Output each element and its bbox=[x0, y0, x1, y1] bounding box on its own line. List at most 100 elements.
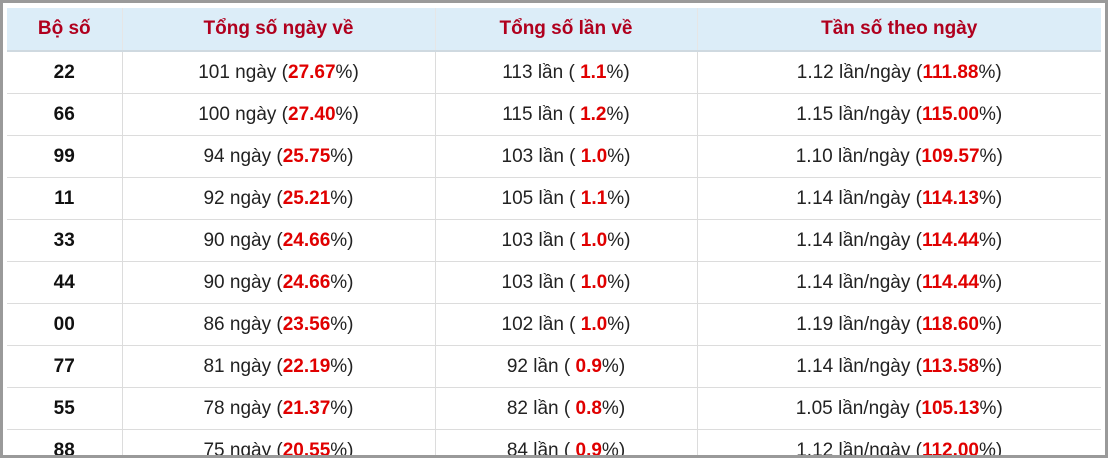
cell-text: 92 lần ( bbox=[506, 355, 576, 377]
highlight-value: 105.13 bbox=[921, 397, 980, 419]
stat-cell: 1.14 lần/ngày (114.13%) bbox=[697, 177, 1101, 220]
stat-cell: 1.14 lần/ngày (114.44%) bbox=[697, 219, 1101, 262]
highlight-value: 0.9 bbox=[575, 439, 602, 458]
stat-cell: 1.10 lần/ngày (109.57%) bbox=[697, 135, 1101, 178]
cell-text: 86 ngày ( bbox=[203, 313, 283, 335]
cell-text: 1.19 lần/ngày ( bbox=[796, 313, 922, 335]
highlight-value: 20.55 bbox=[282, 439, 331, 458]
stat-cell: 103 lần ( 1.0%) bbox=[435, 261, 698, 304]
stat-cell: 1.12 lần/ngày (112.00%) bbox=[697, 429, 1101, 458]
cell-text: %) bbox=[335, 61, 359, 83]
key-cell: 66 bbox=[7, 93, 123, 136]
stats-table: Bộ số Tổng số ngày về Tổng số lần về Tần số… bbox=[7, 8, 1101, 458]
highlight-value: 24.66 bbox=[282, 229, 331, 251]
cell-text: 82 lần ( bbox=[506, 397, 576, 419]
cell-text: %) bbox=[979, 313, 1003, 335]
stat-cell: 1.12 lần/ngày (111.88%) bbox=[697, 51, 1101, 94]
cell-text: 1.10 lần/ngày ( bbox=[795, 145, 922, 167]
cell-text: %) bbox=[979, 397, 1003, 419]
cell-text: 113 lần ( bbox=[502, 61, 581, 83]
stat-cell: 1.15 lần/ngày (115.00%) bbox=[697, 93, 1101, 136]
cell-text: 1.14 lần/ngày ( bbox=[796, 271, 922, 293]
cell-text: 1.05 lần/ngày ( bbox=[795, 397, 922, 419]
cell-text: %) bbox=[335, 103, 359, 125]
stat-cell: 103 lần ( 1.0%) bbox=[435, 219, 698, 262]
table-row: 88 75 ngày (20.55%) 84 lần ( 0.9%) 1.12 lần… bbox=[7, 429, 1101, 458]
stat-cell: 115 lần ( 1.2%) bbox=[435, 93, 698, 136]
cell-text: 94 ngày ( bbox=[203, 145, 283, 167]
cell-text: 92 ngày ( bbox=[203, 187, 283, 209]
stat-cell: 75 ngày (20.55%) bbox=[122, 429, 436, 458]
key-cell: 55 bbox=[7, 387, 123, 430]
cell-text: %) bbox=[979, 355, 1003, 377]
cell-text: %) bbox=[606, 61, 630, 83]
table-row: 00 86 ngày (23.56%) 102 lần ( 1.0%) 1.19 lầ… bbox=[7, 303, 1101, 346]
cell-text: 105 lần ( bbox=[501, 187, 581, 209]
header-cell: Bộ số bbox=[7, 8, 123, 52]
stat-cell: 101 ngày (27.67%) bbox=[122, 51, 436, 94]
table-row: 99 94 ngày (25.75%) 103 lần ( 1.0%) 1.10 lầ… bbox=[7, 135, 1101, 178]
key-cell: 00 bbox=[7, 303, 123, 346]
table-row: 22 101 ngày (27.67%) 113 lần ( 1.1%) 1.12 l… bbox=[7, 51, 1101, 94]
cell-text: 78 ngày ( bbox=[203, 397, 283, 419]
highlight-value: 1.0 bbox=[580, 313, 608, 335]
highlight-value: 111.88 bbox=[922, 61, 979, 83]
cell-text: 1.15 lần/ngày ( bbox=[796, 103, 922, 125]
cell-text: %) bbox=[607, 187, 631, 209]
cell-text: %) bbox=[330, 271, 354, 293]
cell-text: %) bbox=[979, 103, 1003, 125]
cell-text: %) bbox=[330, 397, 354, 419]
stat-cell: 100 ngày (27.40%) bbox=[122, 93, 436, 136]
stat-cell: 1.19 lần/ngày (118.60%) bbox=[697, 303, 1101, 346]
header-cell: Tổng số ngày về bbox=[122, 8, 436, 52]
cell-text: %) bbox=[979, 271, 1003, 293]
stat-cell: 105 lần ( 1.1%) bbox=[435, 177, 698, 220]
table-body: 22 101 ngày (27.67%) 113 lần ( 1.1%) 1.12 l… bbox=[7, 51, 1101, 458]
highlight-value: 27.67 bbox=[288, 61, 336, 83]
stat-cell: 1.14 lần/ngày (114.44%) bbox=[697, 261, 1101, 304]
highlight-value: 23.56 bbox=[282, 313, 331, 335]
cell-text: %) bbox=[330, 355, 354, 377]
cell-text: %) bbox=[979, 145, 1003, 167]
stat-cell: 1.14 lần/ngày (113.58%) bbox=[697, 345, 1101, 388]
cell-text: 100 ngày ( bbox=[198, 103, 288, 125]
cell-text: %) bbox=[607, 229, 631, 251]
cell-text: %) bbox=[330, 187, 354, 209]
stat-cell: 82 lần ( 0.8%) bbox=[435, 387, 698, 430]
highlight-value: 113.58 bbox=[921, 355, 980, 377]
stat-cell: 84 lần ( 0.9%) bbox=[435, 429, 698, 458]
header-cell: Tần số theo ngày bbox=[697, 8, 1101, 52]
table-row: 66 100 ngày (27.40%) 115 lần ( 1.2%) 1.15 l… bbox=[7, 93, 1101, 136]
cell-text: 103 lần ( bbox=[501, 229, 581, 251]
stat-cell: 103 lần ( 1.0%) bbox=[435, 135, 698, 178]
stat-cell: 92 ngày (25.21%) bbox=[122, 177, 436, 220]
key-cell: 77 bbox=[7, 345, 123, 388]
highlight-value: 1.1 bbox=[580, 61, 607, 83]
highlight-value: 21.37 bbox=[282, 397, 331, 419]
cell-text: %) bbox=[330, 439, 354, 458]
cell-text: %) bbox=[606, 103, 630, 125]
cell-text: 1.12 lần/ngày ( bbox=[796, 61, 923, 83]
highlight-value: 27.40 bbox=[288, 103, 336, 125]
key-cell: 33 bbox=[7, 219, 123, 262]
cell-text: %) bbox=[979, 229, 1003, 251]
highlight-value: 112.00 bbox=[921, 439, 980, 458]
cell-text: 81 ngày ( bbox=[203, 355, 283, 377]
cell-text: 90 ngày ( bbox=[203, 271, 283, 293]
cell-text: 103 lần ( bbox=[501, 271, 581, 293]
stat-cell: 92 lần ( 0.9%) bbox=[435, 345, 698, 388]
table-row: 33 90 ngày (24.66%) 103 lần ( 1.0%) 1.14 lầ… bbox=[7, 219, 1101, 262]
table-row: 11 92 ngày (25.21%) 105 lần ( 1.1%) 1.14 lầ… bbox=[7, 177, 1101, 220]
highlight-value: 0.9 bbox=[575, 355, 602, 377]
highlight-value: 1.0 bbox=[580, 271, 608, 293]
table-row: 44 90 ngày (24.66%) 103 lần ( 1.0%) 1.14 lầ… bbox=[7, 261, 1101, 304]
cell-text: 90 ngày ( bbox=[203, 229, 283, 251]
cell-text: 1.12 lần/ngày ( bbox=[796, 439, 922, 458]
cell-text: 101 ngày ( bbox=[198, 61, 288, 83]
stat-cell: 81 ngày (22.19%) bbox=[122, 345, 436, 388]
key-cell: 99 bbox=[7, 135, 123, 178]
highlight-value: 1.1 bbox=[580, 187, 608, 209]
highlight-value: 1.0 bbox=[580, 229, 608, 251]
cell-text: %) bbox=[607, 145, 631, 167]
